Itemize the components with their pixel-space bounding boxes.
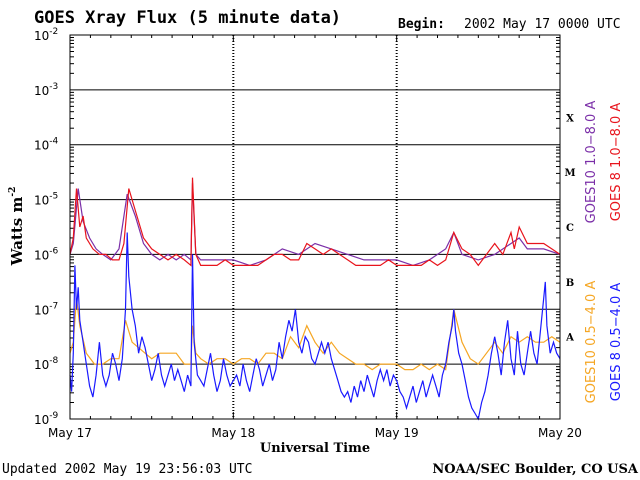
updated-text: Updated 2002 May 19 23:56:03 UTC bbox=[2, 462, 252, 477]
y-tick-base: 10 bbox=[34, 248, 49, 262]
flare-class-labels: X M C B A bbox=[564, 113, 575, 343]
series-line-1 bbox=[69, 177, 561, 267]
flare-class-label: X bbox=[566, 113, 574, 124]
y-tick-label: 10-4 bbox=[34, 137, 59, 153]
y-tick-exp: -4 bbox=[49, 137, 58, 147]
y-tick-exp: -5 bbox=[49, 192, 58, 202]
plot-frame bbox=[69, 34, 561, 420]
y-axis-label-exp: -2 bbox=[8, 187, 18, 197]
y-tick-label: 10-7 bbox=[34, 301, 58, 317]
y-tick-label: 10-6 bbox=[34, 246, 59, 262]
flare-class-label: C bbox=[566, 223, 574, 234]
legend: GOES10 1.0−8.0 A GOES 8 1.0−8.0 A GOES10 0… bbox=[584, 101, 624, 404]
x-axis-label: Universal Time bbox=[260, 441, 370, 456]
begin-label: Begin: bbox=[398, 17, 445, 32]
y-tick-base: 10 bbox=[34, 139, 49, 153]
legend-label-3: GOES 8 0.5−4.0 A bbox=[609, 283, 624, 402]
y-tick-label: 10-9 bbox=[34, 411, 59, 427]
series-line-0 bbox=[69, 183, 561, 267]
y-tick-base: 10 bbox=[34, 303, 49, 317]
y-tick-label: 10-5 bbox=[34, 192, 58, 208]
y-tick-base: 10 bbox=[34, 29, 49, 43]
y-tick-label: 10-3 bbox=[34, 82, 58, 98]
series-layer bbox=[69, 177, 561, 421]
x-tick-label: May 19 bbox=[375, 426, 419, 440]
x-tick-label: May 18 bbox=[211, 426, 255, 440]
y-tick-labels: 10-210-310-410-510-610-710-810-9 bbox=[34, 27, 59, 427]
y-tick-exp: -3 bbox=[49, 82, 58, 92]
y-tick-label: 10-2 bbox=[34, 27, 58, 43]
y-axis-label: Watts m-2 bbox=[8, 187, 26, 267]
begin-value: 2002 May 17 0000 UTC bbox=[464, 17, 621, 32]
legend-label-1: GOES 8 1.0−8.0 A bbox=[609, 103, 624, 222]
series-line-3 bbox=[69, 232, 561, 421]
y-tick-exp: -7 bbox=[49, 301, 58, 311]
legend-label-0: GOES10 1.0−8.0 A bbox=[584, 101, 599, 224]
legend-label-2: GOES10 0.5−4.0 A bbox=[584, 281, 599, 404]
credit-text: NOAA/SEC Boulder, CO USA bbox=[432, 462, 639, 477]
y-tick-label: 10-8 bbox=[34, 356, 59, 372]
flare-class-label: M bbox=[564, 168, 575, 179]
grid-layer bbox=[69, 35, 561, 419]
y-tick-exp: -6 bbox=[49, 246, 58, 256]
chart-title: GOES Xray Flux (5 minute data) bbox=[34, 8, 341, 28]
y-tick-base: 10 bbox=[34, 194, 49, 208]
y-axis-label-text: Watts m bbox=[8, 197, 26, 267]
flare-class-label: A bbox=[565, 333, 574, 344]
y-tick-exp: -8 bbox=[49, 356, 58, 366]
y-tick-base: 10 bbox=[34, 358, 49, 372]
x-tick-label: May 17 bbox=[48, 426, 92, 440]
y-tick-base: 10 bbox=[34, 413, 49, 427]
y-tick-exp: -9 bbox=[49, 411, 58, 421]
flare-class-label: B bbox=[566, 278, 574, 289]
x-tick-labels: May 17 May 18 May 19 May 20 bbox=[48, 426, 582, 440]
x-tick-label: May 20 bbox=[538, 426, 582, 440]
y-tick-exp: -2 bbox=[49, 27, 58, 37]
y-tick-base: 10 bbox=[34, 84, 49, 98]
